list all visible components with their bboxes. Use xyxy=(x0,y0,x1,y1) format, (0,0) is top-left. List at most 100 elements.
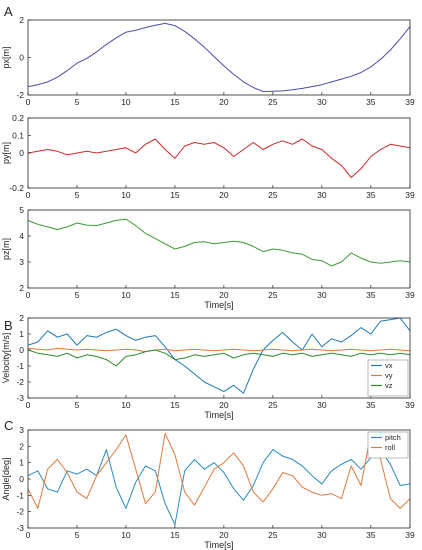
y-tick-label: 2 xyxy=(19,283,24,293)
legend-label-vx: vx xyxy=(385,361,393,370)
panel-label-a: A xyxy=(4,4,13,19)
x-tick-label: 0 xyxy=(26,190,31,200)
y-tick-label: 1 xyxy=(19,458,24,468)
y-tick-label: 2 xyxy=(19,15,24,25)
x-tick-label: 5 xyxy=(75,400,80,410)
x-tick-label: 15 xyxy=(170,190,180,200)
x-tick-label: 15 xyxy=(170,530,180,540)
x-tick-label: 25 xyxy=(268,290,278,300)
y-tick-label: 0.2 xyxy=(12,113,24,123)
series-line-vx xyxy=(28,318,410,394)
y-axis-label: Angle[deg] xyxy=(1,457,11,500)
legend-box xyxy=(367,431,409,459)
series-line-pz xyxy=(28,218,410,267)
x-tick-label: 30 xyxy=(317,290,327,300)
series-line-vz xyxy=(28,349,410,367)
x-tick-label: 10 xyxy=(121,400,131,410)
y-tick-label: -0.2 xyxy=(9,183,24,193)
x-tick-label: 0 xyxy=(26,400,31,410)
x-tick-label: 5 xyxy=(75,530,80,540)
y-axis-label: Velocity[m/s] xyxy=(1,333,11,384)
y-axis-label: px[m] xyxy=(1,46,11,68)
axes-box xyxy=(27,317,411,399)
y-tick-label: 0.1 xyxy=(12,131,24,141)
legend-label-pitch: pitch xyxy=(385,433,401,442)
x-tick-label: 15 xyxy=(170,290,180,300)
x-tick-label: 10 xyxy=(121,97,131,107)
legend-label-vz: vz xyxy=(385,381,393,390)
x-tick-label: 30 xyxy=(317,190,327,200)
x-tick-label: 30 xyxy=(317,97,327,107)
panel-label-c: C xyxy=(4,418,13,433)
y-tick-label: 0 xyxy=(19,474,24,484)
y-tick-label: 2 xyxy=(19,441,24,451)
x-tick-label: 5 xyxy=(75,190,80,200)
y-tick-label: 4 xyxy=(19,231,24,241)
x-tick-label: 20 xyxy=(219,400,229,410)
y-tick-label: -3 xyxy=(16,523,24,533)
y-tick-label: 1 xyxy=(19,329,24,339)
y-tick-label: -2 xyxy=(16,377,24,387)
x-tick-label: 0 xyxy=(26,530,31,540)
y-tick-label: -1 xyxy=(16,361,24,371)
y-tick-label: -3 xyxy=(16,393,24,403)
x-tick-label: 5 xyxy=(75,97,80,107)
y-tick-label: -2 xyxy=(16,507,24,517)
legend-label-roll: roll xyxy=(385,443,395,452)
x-tick-label: 30 xyxy=(317,400,327,410)
pz-chart: 0 5 10 15 20 25 30 35 39 2 3 4 5 pz[m] Time[s] xyxy=(1,205,415,310)
x-tick-label: 35 xyxy=(366,530,376,540)
series-line-pitch xyxy=(28,449,410,526)
y-tick-label: -2 xyxy=(16,90,24,100)
series-line-px xyxy=(28,22,410,93)
x-tick-label: 20 xyxy=(219,97,229,107)
legend-label-vy: vy xyxy=(385,371,393,380)
y-tick-label: -1 xyxy=(16,490,24,500)
x-tick-label: 20 xyxy=(219,530,229,540)
x-tick-label: 35 xyxy=(366,290,376,300)
panel-label-b: B xyxy=(4,318,13,333)
x-tick-label: 39 xyxy=(405,400,415,410)
x-tick-label: 10 xyxy=(121,290,131,300)
x-axis-label: Time[s] xyxy=(204,540,233,550)
y-tick-label: 0 xyxy=(19,345,24,355)
y-tick-label: 3 xyxy=(19,425,24,435)
x-axis-label: Time[s] xyxy=(204,410,233,420)
y-tick-label: 2 xyxy=(19,313,24,323)
series-line-roll xyxy=(28,432,410,509)
y-tick-label: 0 xyxy=(19,53,24,63)
x-tick-label: 20 xyxy=(219,290,229,300)
x-tick-label: 25 xyxy=(268,190,278,200)
x-tick-label: 35 xyxy=(366,97,376,107)
y-tick-label: 5 xyxy=(19,205,24,215)
series-line-vy xyxy=(28,347,410,353)
x-tick-label: 25 xyxy=(268,97,278,107)
y-tick-label: 3 xyxy=(19,257,24,267)
x-tick-label: 39 xyxy=(405,97,415,107)
y-axis-label: py[m] xyxy=(1,142,11,164)
x-tick-label: 20 xyxy=(219,190,229,200)
x-axis-label: Time[s] xyxy=(204,300,233,310)
series-line-py xyxy=(28,138,410,178)
velocity-chart: 0 5 10 15 20 25 30 35 39 -3 -2 -1 0 1 2 Velocity[m/s] Ti… xyxy=(1,313,415,420)
x-tick-label: 25 xyxy=(268,530,278,540)
x-tick-label: 10 xyxy=(121,530,131,540)
x-tick-label: 10 xyxy=(121,190,131,200)
x-tick-label: 15 xyxy=(170,97,180,107)
y-tick-label: 0 xyxy=(19,148,24,158)
x-tick-label: 15 xyxy=(170,400,180,410)
x-tick-label: 39 xyxy=(405,290,415,300)
x-tick-label: 30 xyxy=(317,530,327,540)
py-chart: 0 5 10 15 20 25 30 35 39-0.200.10.2py[m] xyxy=(1,113,415,200)
y-axis-label: pz[m] xyxy=(1,238,11,260)
x-tick-label: 35 xyxy=(366,190,376,200)
x-tick-label: 5 xyxy=(75,290,80,300)
x-tick-label: 0 xyxy=(26,97,31,107)
x-tick-label: 0 xyxy=(26,290,31,300)
x-tick-label: 25 xyxy=(268,400,278,410)
